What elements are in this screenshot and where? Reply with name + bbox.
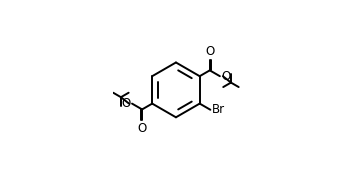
- Text: Br: Br: [211, 103, 224, 116]
- Text: O: O: [137, 122, 147, 135]
- Text: O: O: [121, 97, 130, 110]
- Text: O: O: [205, 45, 215, 58]
- Text: O: O: [222, 70, 231, 83]
